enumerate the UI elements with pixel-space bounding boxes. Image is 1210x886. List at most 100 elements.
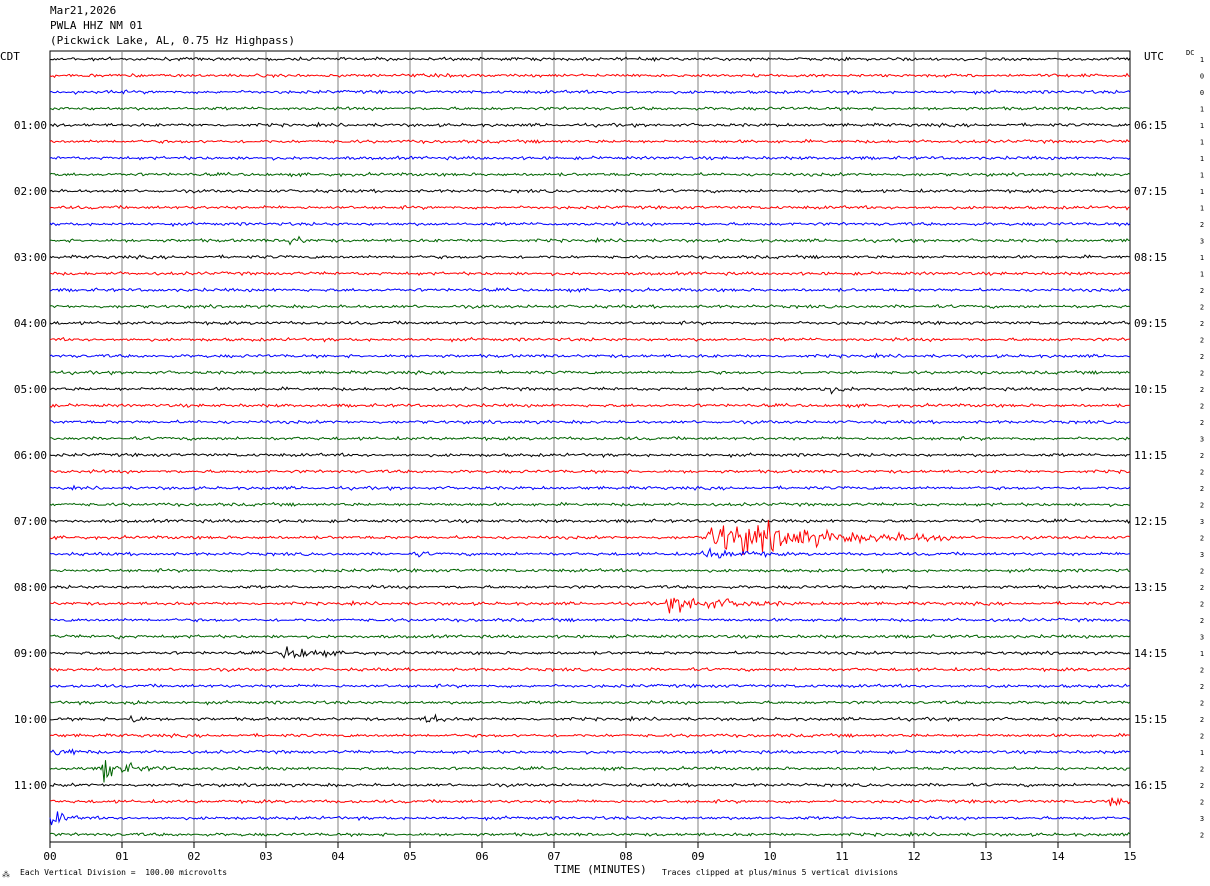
chart-date: Mar21,2026: [50, 4, 117, 17]
trace-45: [49, 797, 1131, 807]
dc-value: 1: [1200, 188, 1204, 196]
x-tick-label: 06: [475, 850, 488, 863]
trace-14: [49, 287, 1131, 293]
trace-40: [49, 713, 1131, 723]
dc-value: 1: [1200, 254, 1204, 262]
dc-value: 2: [1200, 584, 1204, 592]
trace-42: [49, 748, 1131, 756]
dc-value: 2: [1200, 320, 1204, 328]
dc-value: 2: [1200, 337, 1204, 345]
dc-value: 1: [1200, 155, 1204, 163]
trace-37: [49, 666, 1131, 673]
clip-note: Traces clipped at plus/minus 5 vertical …: [662, 868, 899, 877]
dc-value: 1: [1200, 139, 1204, 147]
scale-note: Each Vertical Division = 100.00 microvol…: [20, 868, 228, 877]
dc-value: 3: [1200, 551, 1204, 559]
trace-11: [49, 235, 1131, 246]
dc-value: 2: [1200, 832, 1204, 840]
trace-44: [49, 782, 1131, 788]
trace-35: [49, 633, 1131, 640]
x-tick-label: 08: [619, 850, 632, 863]
dc-value: 2: [1200, 287, 1204, 295]
dc-value: 1: [1200, 271, 1204, 279]
utc-hour-label: 14:15: [1134, 647, 1167, 660]
cdt-hour-label: 11:00: [14, 779, 47, 792]
dc-value: 2: [1200, 419, 1204, 427]
cdt-hour-label: 01:00: [14, 119, 47, 132]
x-tick-label: 11: [835, 850, 848, 863]
trace-33: [49, 597, 1131, 614]
trace-31: [49, 567, 1131, 574]
dc-value: 2: [1200, 716, 1204, 724]
chart-title: PWLA HHZ NM 01: [50, 19, 143, 32]
utc-hour-label: 13:15: [1134, 581, 1167, 594]
trace-25: [49, 468, 1131, 475]
trace-43: [49, 760, 1131, 783]
corner-mark: ⁂: [2, 870, 10, 879]
dc-value: 2: [1200, 370, 1204, 378]
dc-value: 2: [1200, 353, 1204, 361]
x-tick-label: 01: [115, 850, 128, 863]
dc-value: 2: [1200, 386, 1204, 394]
trace-21: [49, 402, 1131, 409]
cdt-hour-label: 05:00: [14, 383, 47, 396]
dc-value: 2: [1200, 601, 1204, 609]
dc-value: 1: [1200, 106, 1204, 114]
dc-value: 2: [1200, 502, 1204, 510]
dc-value: 3: [1200, 518, 1204, 526]
trace-16: [49, 320, 1131, 326]
x-tick-label: 02: [187, 850, 200, 863]
trace-26: [49, 484, 1131, 492]
dc-value: 2: [1200, 221, 1204, 229]
trace-29: [49, 519, 1131, 555]
dc-value: 2: [1200, 799, 1204, 807]
trace-19: [49, 369, 1131, 376]
right-timezone-label: UTC: [1144, 50, 1164, 63]
dc-value: 2: [1200, 766, 1204, 774]
trace-1: [49, 72, 1131, 79]
trace-4: [49, 121, 1131, 129]
dc-value: 2: [1200, 485, 1204, 493]
x-tick-label: 12: [907, 850, 920, 863]
dc-value: 2: [1200, 617, 1204, 625]
trace-30: [49, 547, 1131, 559]
trace-13: [49, 270, 1131, 277]
dc-label: DC: [1186, 49, 1195, 57]
dc-value: 2: [1200, 452, 1204, 460]
trace-20: [49, 386, 1131, 395]
dc-value: 1: [1200, 205, 1204, 213]
trace-24: [49, 452, 1131, 459]
trace-32: [49, 584, 1131, 590]
x-tick-label: 13: [979, 850, 992, 863]
dc-value: 1: [1200, 56, 1204, 64]
trace-0: [49, 56, 1131, 63]
dc-value: 1: [1200, 172, 1204, 180]
utc-hour-label: 12:15: [1134, 515, 1167, 528]
trace-22: [49, 419, 1131, 425]
dc-value: 2: [1200, 403, 1204, 411]
trace-3: [49, 105, 1130, 112]
utc-hour-label: 07:15: [1134, 185, 1167, 198]
trace-41: [49, 732, 1131, 739]
trace-15: [49, 303, 1131, 310]
x-tick-label: 05: [403, 850, 416, 863]
dc-value: 3: [1200, 815, 1204, 823]
x-tick-label: 00: [43, 850, 56, 863]
x-tick-label: 15: [1123, 850, 1136, 863]
x-tick-label: 03: [259, 850, 272, 863]
dc-value: 2: [1200, 535, 1204, 543]
trace-10: [49, 221, 1131, 228]
trace-5: [49, 138, 1131, 145]
cdt-hour-label: 04:00: [14, 317, 47, 330]
utc-hour-label: 11:15: [1134, 449, 1167, 462]
trace-8: [49, 188, 1131, 194]
dc-value: 0: [1200, 89, 1204, 97]
cdt-hour-label: 10:00: [14, 713, 47, 726]
trace-34: [49, 617, 1131, 623]
dc-value: 2: [1200, 782, 1204, 790]
utc-hour-label: 09:15: [1134, 317, 1167, 330]
dc-value: 1: [1200, 650, 1204, 658]
cdt-hour-label: 08:00: [14, 581, 47, 594]
dc-value: 3: [1200, 634, 1204, 642]
trace-27: [49, 501, 1131, 508]
